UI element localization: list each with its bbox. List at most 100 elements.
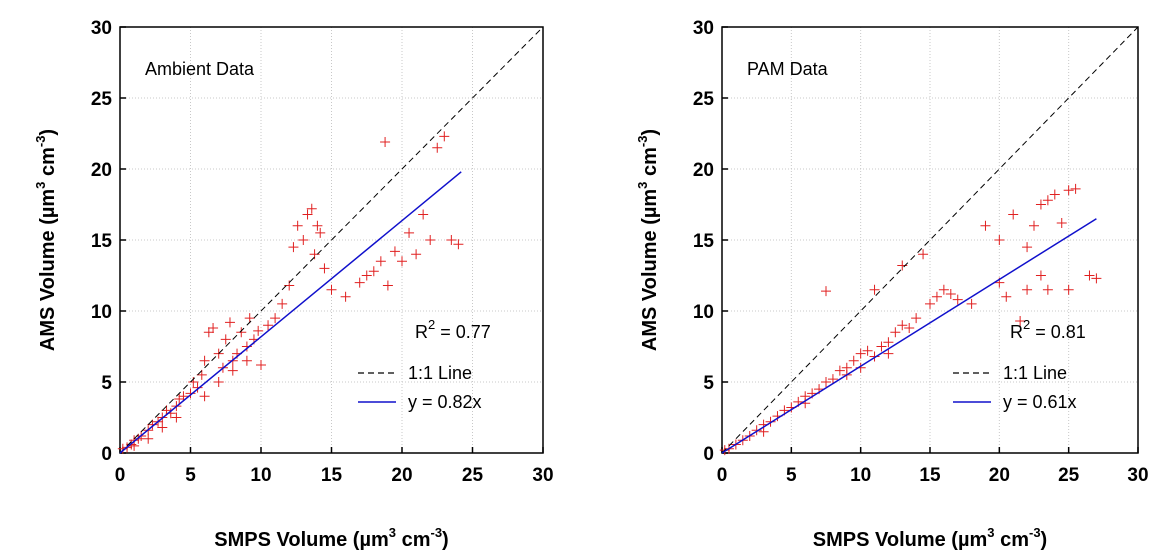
scatter-point [1063,185,1074,196]
legend-label: y = 0.61x [1003,392,1077,412]
x-axis-label-part: -3 [430,525,442,540]
scatter-point [315,227,326,238]
y-axis-label-part: AMS Volume (µm [37,189,59,351]
x-tick-label: 20 [989,465,1010,486]
scatter-point [270,313,281,324]
scatter-point [758,426,769,437]
scatter-point [453,239,464,250]
stat-label-part: = 0.77 [435,322,491,342]
stat-label-part: 2 [1023,317,1030,332]
scatter-point [288,242,299,253]
y-axis-label-part: 3 [33,182,48,189]
scatter-point [751,425,762,436]
scatter-point [876,341,887,352]
scatter-point [925,298,935,309]
scatter-point [425,235,436,245]
scatter-point [918,249,929,260]
scatter-point [312,220,323,231]
scatter-point [277,298,288,309]
y-tick-label: 15 [693,231,715,252]
scatter-point [938,284,949,295]
scatter-point [418,209,429,220]
scatter-point [220,334,231,345]
scatter-point [994,235,1005,245]
y-axis-label-part: cm [37,147,59,181]
y-tick-label: 15 [91,231,113,252]
scatter-point [883,337,894,348]
y-axis-label-part: cm [639,147,661,181]
x-axis-label: SMPS Volume (µm3 cm-3) [214,525,448,551]
scatter-point [244,313,255,324]
scatter-point [397,256,407,267]
line [721,218,1097,454]
scatter-point [404,227,415,238]
scatter-point [236,327,247,338]
scatter-point [178,391,189,402]
scatter-point [292,220,303,231]
line [119,26,544,454]
stat-label-part: R [1010,322,1023,342]
y-tick-label: 20 [91,160,112,181]
scatter-point [1056,217,1067,228]
x-axis-label-part: SMPS Volume (µm [813,529,988,551]
x-axis-label-part: SMPS Volume (µm [214,529,389,551]
scatter-point [174,394,185,405]
stat-label: R2 = 0.77 [415,317,491,342]
y-tick-label: 25 [91,89,113,110]
x-tick-label: 15 [321,465,343,486]
scatter-point [208,323,219,334]
x-axis-label: SMPS Volume (µm3 cm-3) [813,525,1047,551]
x-axis-label-part: cm [995,529,1029,551]
annotation: Ambient Data [145,59,255,79]
scatter-point [821,286,831,297]
scatter-point [855,348,866,359]
scatter-point [432,142,443,153]
scatter-point [224,317,235,328]
y-tick-label: 0 [101,444,112,465]
scatter-point [147,419,158,430]
x-tick-label: 10 [850,465,871,486]
y-axis-label: AMS Volume (µm3 cm-3) [635,129,661,351]
y-tick-label: 5 [703,373,714,394]
stat-label-part: R [415,322,428,342]
x-tick-label: 15 [919,465,941,486]
scatter-point [263,320,274,331]
scatter-point [848,355,859,366]
scatter-point [143,433,154,444]
scatter-point [1022,242,1033,253]
x-axis-label-part: ) [442,529,449,551]
x-tick-label: 30 [532,465,553,486]
scatter-point [227,365,238,376]
scatter-point [1029,220,1039,231]
scatter-point [890,327,901,338]
scatter-point [375,256,386,267]
scatter-point [980,220,991,231]
scatter-point [380,137,391,148]
y-axis-label-part: ) [639,129,661,136]
x-tick-label: 5 [786,465,797,486]
y-axis-label: AMS Volume (µm3 cm-3) [33,129,59,351]
plot-frame [119,26,544,454]
scatter-point [171,412,182,423]
scatter-point [1035,199,1046,210]
scatter-point [306,203,317,214]
x-tick-label: 20 [391,465,412,486]
legend-label: 1:1 Line [408,363,472,383]
scatter-point [1049,189,1060,200]
y-tick-label: 5 [101,373,112,394]
scatter-point [192,382,203,393]
scatter-point [368,266,379,277]
scatter-point [256,359,266,370]
scatter-point [157,422,168,433]
plot-frame [721,26,1139,454]
scatter-point [869,351,880,362]
x-tick-label: 25 [462,465,484,486]
x-axis-label-part: 3 [389,525,396,540]
x-axis-label-part: 3 [987,525,994,540]
scatter-point [319,263,330,274]
scatter-point [1008,209,1019,220]
scatter-point [129,440,140,451]
x-axis-label-part: -3 [1029,525,1041,540]
y-tick-label: 20 [693,160,714,181]
